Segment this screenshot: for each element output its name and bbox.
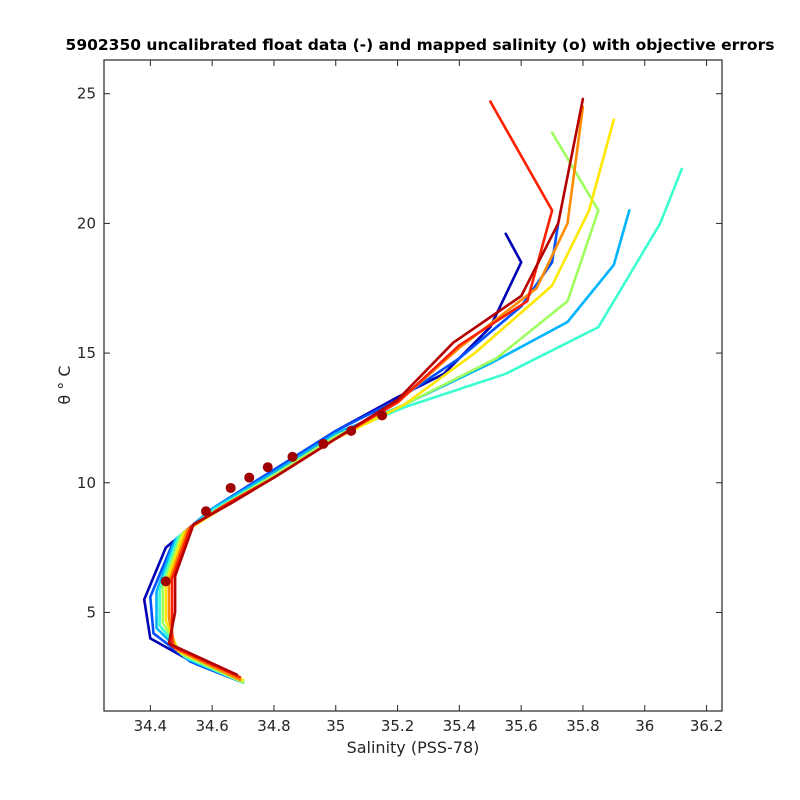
x-tick-label: 35.6	[504, 717, 537, 735]
profile-line-6	[164, 118, 616, 682]
chart-title: 5902350 uncalibrated float data (-) and …	[66, 36, 775, 54]
y-axis-label: θ ° C	[55, 365, 74, 404]
x-axis-label: Salinity (PSS-78)	[347, 738, 480, 757]
y-tick-label: 5	[86, 603, 96, 621]
axes-box	[103, 59, 723, 712]
profile-line-7	[167, 105, 585, 682]
mapped-salinity-point	[160, 576, 171, 587]
mapped-salinity-point	[377, 410, 388, 421]
profile-line-2	[149, 222, 560, 684]
x-tick-label: 34.4	[134, 717, 167, 735]
mapped-salinity-point	[200, 506, 211, 517]
mapped-salinity-point	[244, 472, 255, 483]
profile-line-3	[155, 209, 631, 684]
profile-line-1	[142, 232, 523, 684]
x-tick-label: 36.2	[690, 717, 723, 735]
profile-line-9	[167, 97, 585, 677]
y-tick-label: 10	[77, 474, 96, 492]
x-tick-label: 35.2	[381, 717, 414, 735]
x-tick-label: 36	[635, 717, 654, 735]
x-tick-label: 34.6	[195, 717, 228, 735]
mapped-salinity-point	[318, 438, 329, 449]
profile-line-8	[170, 100, 554, 679]
profile-line-5	[161, 131, 600, 684]
y-axis: 5 10 15 20 25	[77, 85, 722, 621]
mapped-salinity-point	[287, 451, 298, 462]
y-tick-label: 25	[77, 85, 96, 103]
plot-area	[142, 97, 684, 684]
x-tick-label: 34.8	[257, 717, 290, 735]
x-tick-label: 35	[326, 717, 345, 735]
x-axis: 34.4 34.6 34.8 35 35.2 35.4 35.6 35.8 36 36.2	[134, 60, 723, 735]
y-tick-label: 15	[77, 344, 96, 362]
mapped-salinity-point	[225, 482, 236, 493]
y-tick-label: 20	[77, 214, 96, 232]
x-tick-label: 35.4	[443, 717, 476, 735]
mapped-salinity-point	[346, 425, 357, 436]
x-tick-label: 35.8	[566, 717, 599, 735]
profile-line-4	[158, 167, 684, 684]
mapped-salinity-point	[262, 462, 273, 473]
